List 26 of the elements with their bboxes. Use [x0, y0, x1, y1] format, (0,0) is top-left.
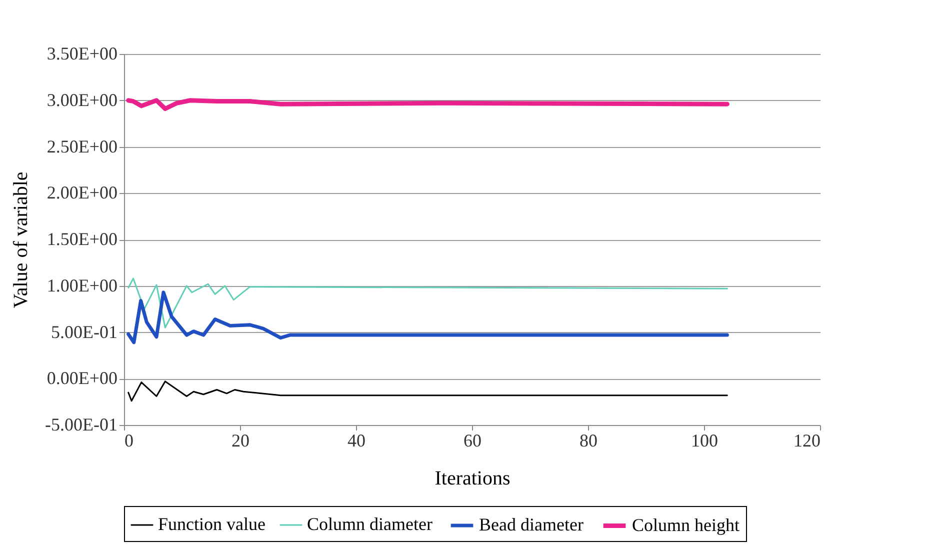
- y-tick-label: 3.50E+00: [46, 44, 118, 64]
- y-tick-label: 1.00E+00: [46, 275, 118, 296]
- y-tick-label: 2.50E+00: [46, 136, 118, 156]
- x-tick-label: 20: [232, 430, 250, 450]
- x-tick-label: 120: [794, 430, 820, 450]
- x-tick-label: 100: [691, 430, 718, 450]
- x-tick-label: 80: [580, 430, 598, 450]
- y-tick-label: -5.00E-01: [45, 414, 118, 434]
- x-axis-title: Iterations: [434, 468, 510, 490]
- legend-label: Column diameter: [307, 514, 432, 534]
- x-tick-label: 40: [348, 430, 366, 450]
- line-series: [128, 380, 728, 402]
- line-series: [126, 98, 730, 111]
- y-tick-label: 2.00E+00: [46, 182, 118, 203]
- line-series: [126, 290, 729, 344]
- y-axis-title: Value of variable: [10, 172, 32, 308]
- y-tick-label: 3.00E+00: [46, 90, 118, 110]
- x-tick-label: 0: [124, 430, 134, 450]
- line-series: [128, 278, 728, 328]
- y-tick-label: 5.00E-01: [51, 322, 118, 342]
- legend-label: Column height: [632, 514, 740, 535]
- y-tick-label: 0.00E+00: [46, 368, 118, 388]
- x-tick-label: 60: [464, 430, 482, 450]
- y-tick-label: 1.50E+00: [46, 229, 118, 249]
- legend-label: Function value: [158, 514, 266, 534]
- legend-label: Bead diameter: [479, 514, 584, 534]
